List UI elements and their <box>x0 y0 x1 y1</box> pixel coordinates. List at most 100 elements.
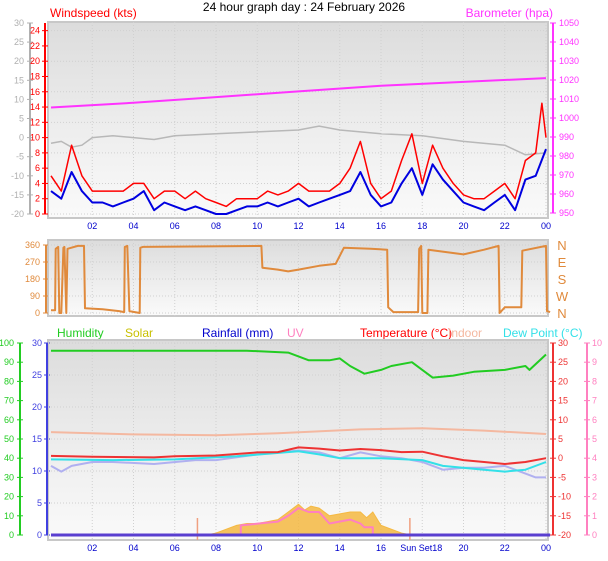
humidity-tick-label: 0 <box>9 530 14 540</box>
humidity-tick-label: 30 <box>4 472 14 482</box>
time-tick-label: 12 <box>293 543 303 553</box>
indoor-line <box>50 427 547 437</box>
temperature-line <box>50 446 547 465</box>
legend-item: Humidity <box>57 326 104 340</box>
uv-tick-label: 8 <box>592 376 597 386</box>
temperature-grey-tick-label: 0 <box>19 133 24 143</box>
rainfall-tick-label: 5 <box>37 498 42 508</box>
windspeed-tick-label: 6 <box>35 163 40 173</box>
temperature-tick-label: -5 <box>558 472 566 482</box>
temperature-grey-tick-label: -20 <box>11 209 24 219</box>
direction-tick-label: 270 <box>25 257 40 267</box>
barometer-axis-title: Barometer (hpa) <box>465 6 553 20</box>
time-tick-label: 00 <box>541 543 551 553</box>
time-tick-label: 04 <box>128 543 138 553</box>
windspeed-tick-label: 22 <box>30 41 40 51</box>
direction-tick-label: 180 <box>25 274 40 284</box>
humidity-tick-label: 70 <box>4 396 14 406</box>
time-tick-label: 00 <box>541 221 551 231</box>
time-tick-label: 12 <box>293 221 303 231</box>
time-tick-label: 18 <box>417 221 427 231</box>
compass-label: N <box>557 306 566 321</box>
temperature-grey-tick-label: 5 <box>19 114 24 124</box>
temperature-grey-tick-label: 30 <box>14 18 24 28</box>
legend-item: Indoor <box>448 326 482 340</box>
time-tick-label: 16 <box>376 543 386 553</box>
barometer-tick-label: 960 <box>559 189 574 199</box>
windspeed-tick-label: 18 <box>30 71 40 81</box>
direction-tick-label: 90 <box>30 291 40 301</box>
temperature-tick-label: 0 <box>558 453 563 463</box>
solar-area <box>205 503 412 536</box>
barometer-tick-label: 1050 <box>559 18 579 28</box>
windspeed-tick-label: 8 <box>35 148 40 158</box>
time-tick-label: 06 <box>170 543 180 553</box>
windspeed-tick-label: 20 <box>30 56 40 66</box>
windspeed-tick-label: 24 <box>30 26 40 36</box>
graph-title: 24 hour graph day : 24 February 2026 <box>202 0 406 14</box>
gust-line <box>50 102 547 208</box>
uv-tick-label: 3 <box>592 472 597 482</box>
temperature-tick-label: -10 <box>558 492 571 502</box>
time-tick-label: 18 <box>432 543 442 553</box>
temperature-tick-label: -15 <box>558 511 571 521</box>
rainfall-tick-label: 25 <box>32 370 42 380</box>
legend-item: Temperature (°C) <box>360 326 452 340</box>
time-tick-label: 14 <box>335 543 345 553</box>
temperature-tick-label: 25 <box>558 357 568 367</box>
legend-item: Solar <box>125 326 153 340</box>
time-tick-label: 02 <box>87 221 97 231</box>
barometer-tick-label: 1010 <box>559 94 579 104</box>
time-tick-label: 20 <box>458 221 468 231</box>
barometer-line <box>50 77 547 109</box>
barometer-tick-label: 1000 <box>559 113 579 123</box>
barometer-tick-label: 1030 <box>559 56 579 66</box>
uv-tick-label: 2 <box>592 492 597 502</box>
barometer-tick-label: 980 <box>559 151 574 161</box>
temperature-tick-label: 5 <box>558 434 563 444</box>
time-tick-label: 06 <box>170 221 180 231</box>
humidity-tick-label: 80 <box>4 376 14 386</box>
rainfall-tick-label: 15 <box>32 434 42 444</box>
wind-barometer-plot-area <box>47 21 549 219</box>
temperature-grey-tick-label: -10 <box>11 171 24 181</box>
time-tick-label: 22 <box>500 543 510 553</box>
uv-tick-label: 10 <box>592 338 602 348</box>
wind-direction-line <box>51 244 551 314</box>
compass-label: W <box>556 289 569 304</box>
windspeed-tick-label: 12 <box>30 117 40 127</box>
time-tick-label: 10 <box>252 221 262 231</box>
dewpoint-line <box>50 450 547 473</box>
uv-tick-label: 5 <box>592 434 597 444</box>
legend-item: Rainfall (mm) <box>202 326 273 340</box>
compass-label: N <box>557 238 566 253</box>
uv-tick-label: 4 <box>592 453 597 463</box>
windspeed-tick-label: 0 <box>35 209 40 219</box>
humidity-tick-label: 90 <box>4 357 14 367</box>
grey_temp-line <box>50 125 547 156</box>
windspeed-tick-label: 2 <box>35 194 40 204</box>
barometer-tick-label: 990 <box>559 132 574 142</box>
temperature-grey-tick-label: -15 <box>11 190 24 200</box>
time-tick-label: 14 <box>335 221 345 231</box>
rainfall-tick-label: 0 <box>37 530 42 540</box>
legend-item: UV <box>287 326 304 340</box>
uv-line <box>51 507 546 536</box>
time-tick-label: 08 <box>211 543 221 553</box>
time-tick-label: 22 <box>500 221 510 231</box>
temperature-grey-tick-label: 15 <box>14 75 24 85</box>
windspeed-tick-label: 14 <box>30 102 40 112</box>
humidity-line <box>51 349 547 379</box>
uv-tick-label: 9 <box>592 357 597 367</box>
time-tick-label: 10 <box>252 543 262 553</box>
temperature-grey-tick-label: -5 <box>16 152 24 162</box>
barometer-tick-label: 950 <box>559 208 574 218</box>
temperature-grey-tick-label: 10 <box>14 94 24 104</box>
time-tick-label: 20 <box>458 543 468 553</box>
time-tick-label: 04 <box>128 221 138 231</box>
uv-tick-label: 1 <box>592 511 597 521</box>
time-tick-label: 16 <box>376 221 386 231</box>
windspeed-tick-label: 10 <box>30 133 40 143</box>
rainfall-tick-label: 30 <box>32 338 42 348</box>
